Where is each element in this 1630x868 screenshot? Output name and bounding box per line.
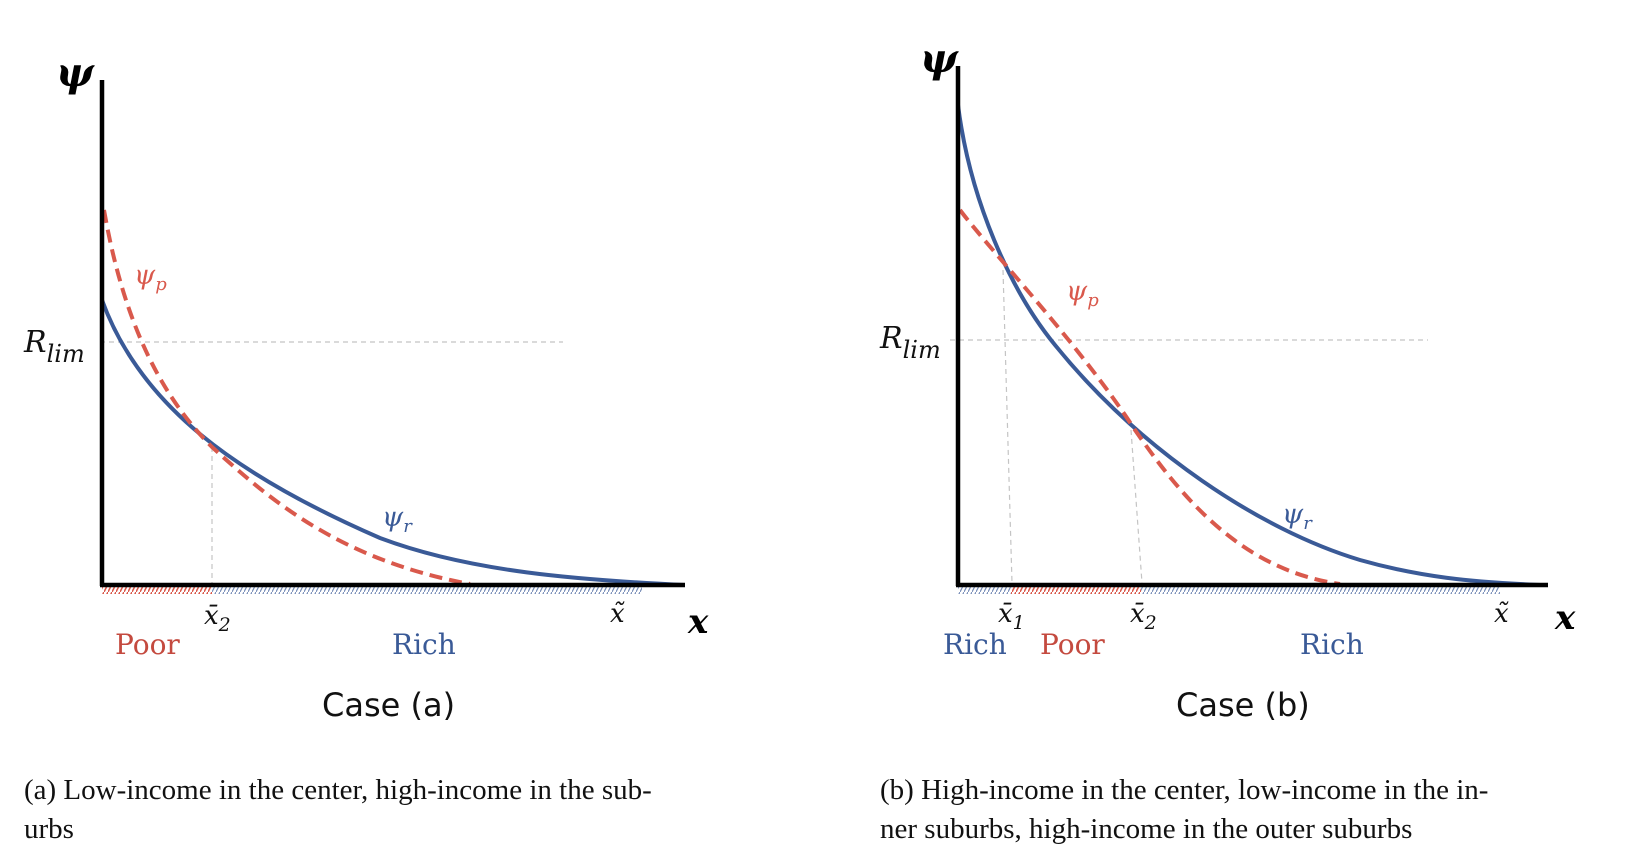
caption-a: (a) Low-income in the center, high-incom… bbox=[24, 771, 744, 849]
rich-band-a bbox=[212, 586, 642, 594]
y-axis-label-a: ψ bbox=[56, 49, 95, 96]
r-lim-label-a: Rlim bbox=[23, 325, 85, 368]
rich-bid-rent-curve-b bbox=[956, 104, 1541, 587]
tick-x1-label-b: x̄1 bbox=[998, 599, 1025, 634]
poor-bid-rent-curve-b bbox=[958, 208, 1341, 586]
poor-curve-label-a: ψp bbox=[134, 260, 167, 295]
caption-a-line-2: urbs bbox=[24, 813, 74, 845]
r-lim-label-b: Rlim bbox=[879, 321, 941, 364]
rich-bid-rent-curve-a bbox=[100, 299, 685, 587]
poor-bid-rent-curve-a bbox=[102, 209, 471, 586]
tick-x2-label-a: x̄2 bbox=[204, 601, 231, 636]
rich-inner-band-b bbox=[958, 586, 1011, 594]
panel-a: ψ x Rlim ψp ψr x̄2 x̃ Poor Rich Case (a) bbox=[23, 49, 709, 724]
caption-a-line-1: (a) Low-income in the center, high-incom… bbox=[24, 774, 652, 806]
rich-curve-label-b: ψr bbox=[1282, 499, 1313, 534]
caption-b: (b) High-income in the center, low-incom… bbox=[880, 771, 1600, 849]
panel-b: ψ x Rlim ψp ψr x̄1 x̄2 x̃ Rich Poor Rich… bbox=[879, 35, 1576, 724]
x-axis-label-a: x bbox=[687, 602, 709, 642]
poor-curve-label-b: ψp bbox=[1066, 276, 1099, 311]
poor-band-a bbox=[102, 586, 212, 594]
x1-guide-b bbox=[1002, 269, 1013, 584]
case-label-b: Case (b) bbox=[1176, 686, 1310, 724]
rich-outer-band-b bbox=[1141, 586, 1500, 594]
region-poor-label-a: Poor bbox=[115, 628, 180, 661]
tick-x2-label-b: x̄2 bbox=[1130, 599, 1157, 634]
poor-band-b bbox=[1011, 586, 1141, 594]
tick-xtilde-label-b: x̃ bbox=[1494, 599, 1509, 629]
x-axis-label-b: x bbox=[1554, 598, 1576, 638]
region-rich-inner-label-b: Rich bbox=[943, 628, 1007, 661]
region-rich-outer-label-b: Rich bbox=[1300, 628, 1364, 661]
y-axis-label-b: ψ bbox=[920, 35, 959, 82]
rich-curve-label-a: ψr bbox=[382, 502, 413, 537]
caption-b-line-2: ner suburbs, high-income in the outer su… bbox=[880, 813, 1413, 845]
x2-guide-b bbox=[1130, 429, 1143, 584]
region-poor-label-b: Poor bbox=[1040, 628, 1105, 661]
caption-b-line-1: (b) High-income in the center, low-incom… bbox=[880, 774, 1489, 806]
tick-xtilde-label-a: x̃ bbox=[610, 599, 625, 629]
case-label-a: Case (a) bbox=[322, 686, 455, 724]
region-rich-label-a: Rich bbox=[392, 628, 456, 661]
